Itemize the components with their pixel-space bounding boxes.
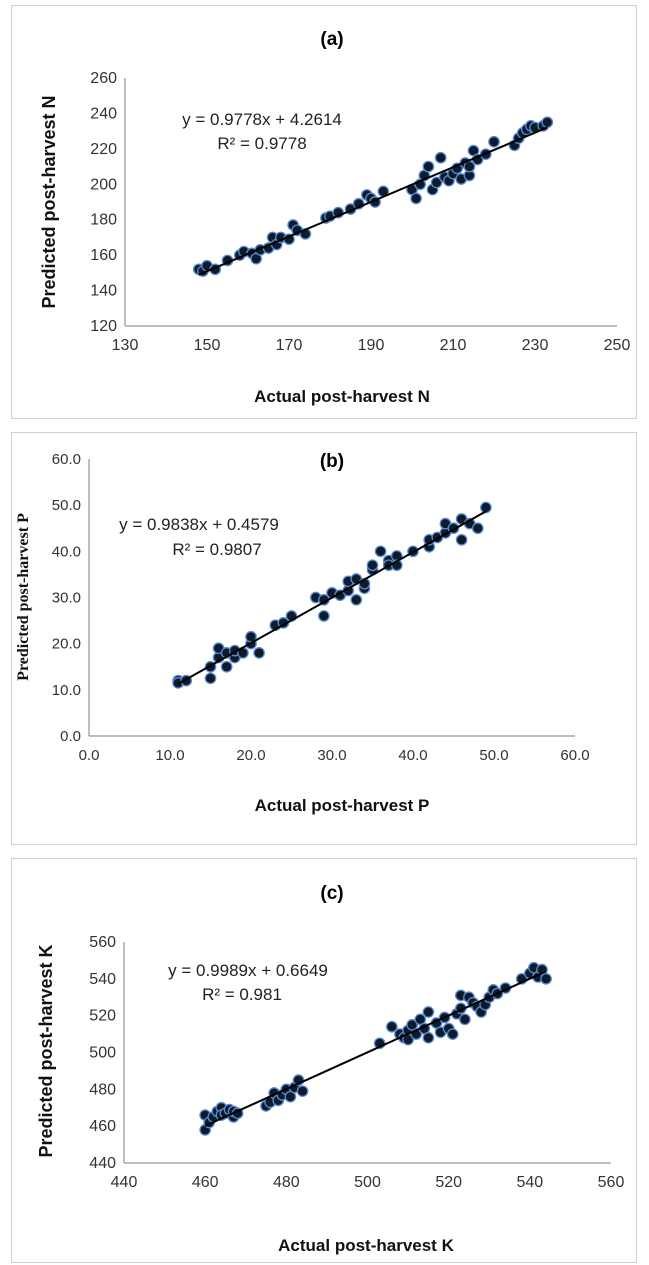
r-squared-label: R² = 0.981 (202, 985, 282, 1004)
x-tick-label: 170 (276, 337, 303, 354)
y-tick-label: 540 (89, 971, 116, 988)
y-tick-label: 460 (89, 1118, 116, 1135)
x-tick-label: 560 (598, 1174, 625, 1191)
data-point (455, 533, 468, 546)
y-tick-label: 40.0 (52, 543, 81, 560)
chart-a-svg: 120 140 160 180 200 220 240 260 130 150 170 190 210 2… (39, 29, 631, 406)
x-tick-label: 480 (273, 1174, 300, 1191)
chart-title: (c) (320, 883, 343, 904)
y-tick-label: 160 (90, 247, 117, 264)
y-axis-title: Predicted post-harvest K (36, 944, 56, 1157)
r-squared-label: R² = 0.9778 (217, 134, 306, 153)
chart-c-svg: 440 460 480 500 520 540 560 440 460 480 500 520 540 5… (36, 883, 625, 1255)
data-point (434, 151, 447, 164)
y-tick-label: 220 (90, 141, 117, 158)
data-point (430, 176, 443, 189)
y-tick-label: 0.0 (60, 728, 81, 745)
data-point (220, 660, 233, 673)
y-tick-label: 560 (89, 934, 116, 951)
y-tick-label: 10.0 (52, 682, 81, 699)
x-tick-label: 0.0 (79, 747, 100, 764)
x-tick-label: 30.0 (317, 747, 346, 764)
x-tick-label: 10.0 (155, 747, 184, 764)
regression-equation: y = 0.9989x + 0.6649 (168, 961, 328, 980)
y-tick-label: 60.0 (52, 451, 81, 468)
data-point (422, 1006, 435, 1018)
trendline (198, 126, 548, 276)
x-axis-title: Actual post-harvest P (255, 796, 430, 815)
y-tick-label: 440 (89, 1155, 116, 1172)
x-tick-label: 440 (111, 1174, 138, 1191)
chart-panel-b: 0.0 10.0 20.0 30.0 40.0 50.0 60.0 0.0 10.0 20.0 30… (11, 432, 637, 845)
data-point (446, 1028, 459, 1040)
data-point (385, 1020, 398, 1033)
x-tick-label: 150 (194, 337, 221, 354)
chart-b-svg: 0.0 10.0 20.0 30.0 40.0 50.0 60.0 0.0 10.0 20.0 30… (15, 451, 590, 815)
r-squared-label: R² = 0.9807 (172, 540, 261, 559)
data-point (488, 135, 500, 148)
x-axis-title: Actual post-harvest K (278, 1236, 454, 1255)
chart-title: (a) (320, 29, 343, 50)
x-tick-label: 20.0 (236, 747, 265, 764)
y-tick-label: 200 (90, 176, 117, 193)
data-point (422, 1031, 435, 1044)
data-point (318, 610, 330, 622)
x-tick-label: 210 (440, 337, 467, 354)
x-axis-title: Actual post-harvest N (254, 387, 430, 406)
y-tick-label: 180 (90, 212, 117, 229)
x-tick-label: 130 (112, 337, 139, 354)
x-tick-label: 60.0 (560, 747, 589, 764)
y-tick-label: 120 (90, 318, 117, 335)
x-tick-label: 540 (516, 1174, 543, 1191)
y-tick-label: 20.0 (52, 636, 81, 653)
x-tick-label: 50.0 (479, 747, 508, 764)
x-tick-label: 40.0 (398, 747, 427, 764)
data-point (410, 192, 422, 205)
y-tick-label: 30.0 (52, 590, 81, 607)
chart-panel-a: 120 140 160 180 200 220 240 260 130 150 170 190 210 2… (11, 5, 637, 419)
y-tick-label: 140 (90, 283, 117, 300)
data-point (350, 593, 363, 606)
scatter-points (172, 501, 492, 689)
x-tick-label: 250 (604, 337, 631, 354)
y-tick-label: 500 (89, 1045, 116, 1062)
x-tick-label: 460 (192, 1174, 219, 1191)
data-point (459, 1013, 471, 1026)
x-tick-label: 520 (435, 1174, 462, 1191)
data-point (540, 972, 552, 985)
x-tick-label: 500 (354, 1174, 381, 1191)
data-point (204, 672, 217, 685)
data-point (471, 522, 484, 535)
data-point (296, 1085, 309, 1098)
data-point (541, 116, 554, 129)
data-point (422, 160, 435, 173)
x-tick-label: 190 (358, 337, 385, 354)
chart-panel-c: 440 460 480 500 520 540 560 440 460 480 500 520 540 5… (11, 858, 637, 1263)
y-axis-title: Predicted post-harvest P (15, 513, 32, 681)
regression-equation: y = 0.9778x + 4.2614 (182, 110, 342, 129)
data-point (253, 647, 265, 659)
y-axis-title: Predicted post-harvest N (39, 95, 59, 308)
y-tick-label: 260 (90, 70, 117, 87)
x-tick-label: 230 (522, 337, 549, 354)
y-tick-label: 50.0 (52, 497, 81, 514)
chart-title: (b) (320, 451, 344, 472)
y-tick-label: 480 (89, 1081, 116, 1098)
y-tick-label: 240 (90, 105, 117, 122)
data-point (366, 559, 379, 572)
trendline (177, 510, 487, 685)
trendline (204, 970, 547, 1127)
regression-equation: y = 0.9838x + 0.4579 (119, 515, 279, 534)
y-tick-label: 520 (89, 1008, 116, 1025)
data-point (374, 545, 387, 558)
data-point (480, 501, 492, 514)
